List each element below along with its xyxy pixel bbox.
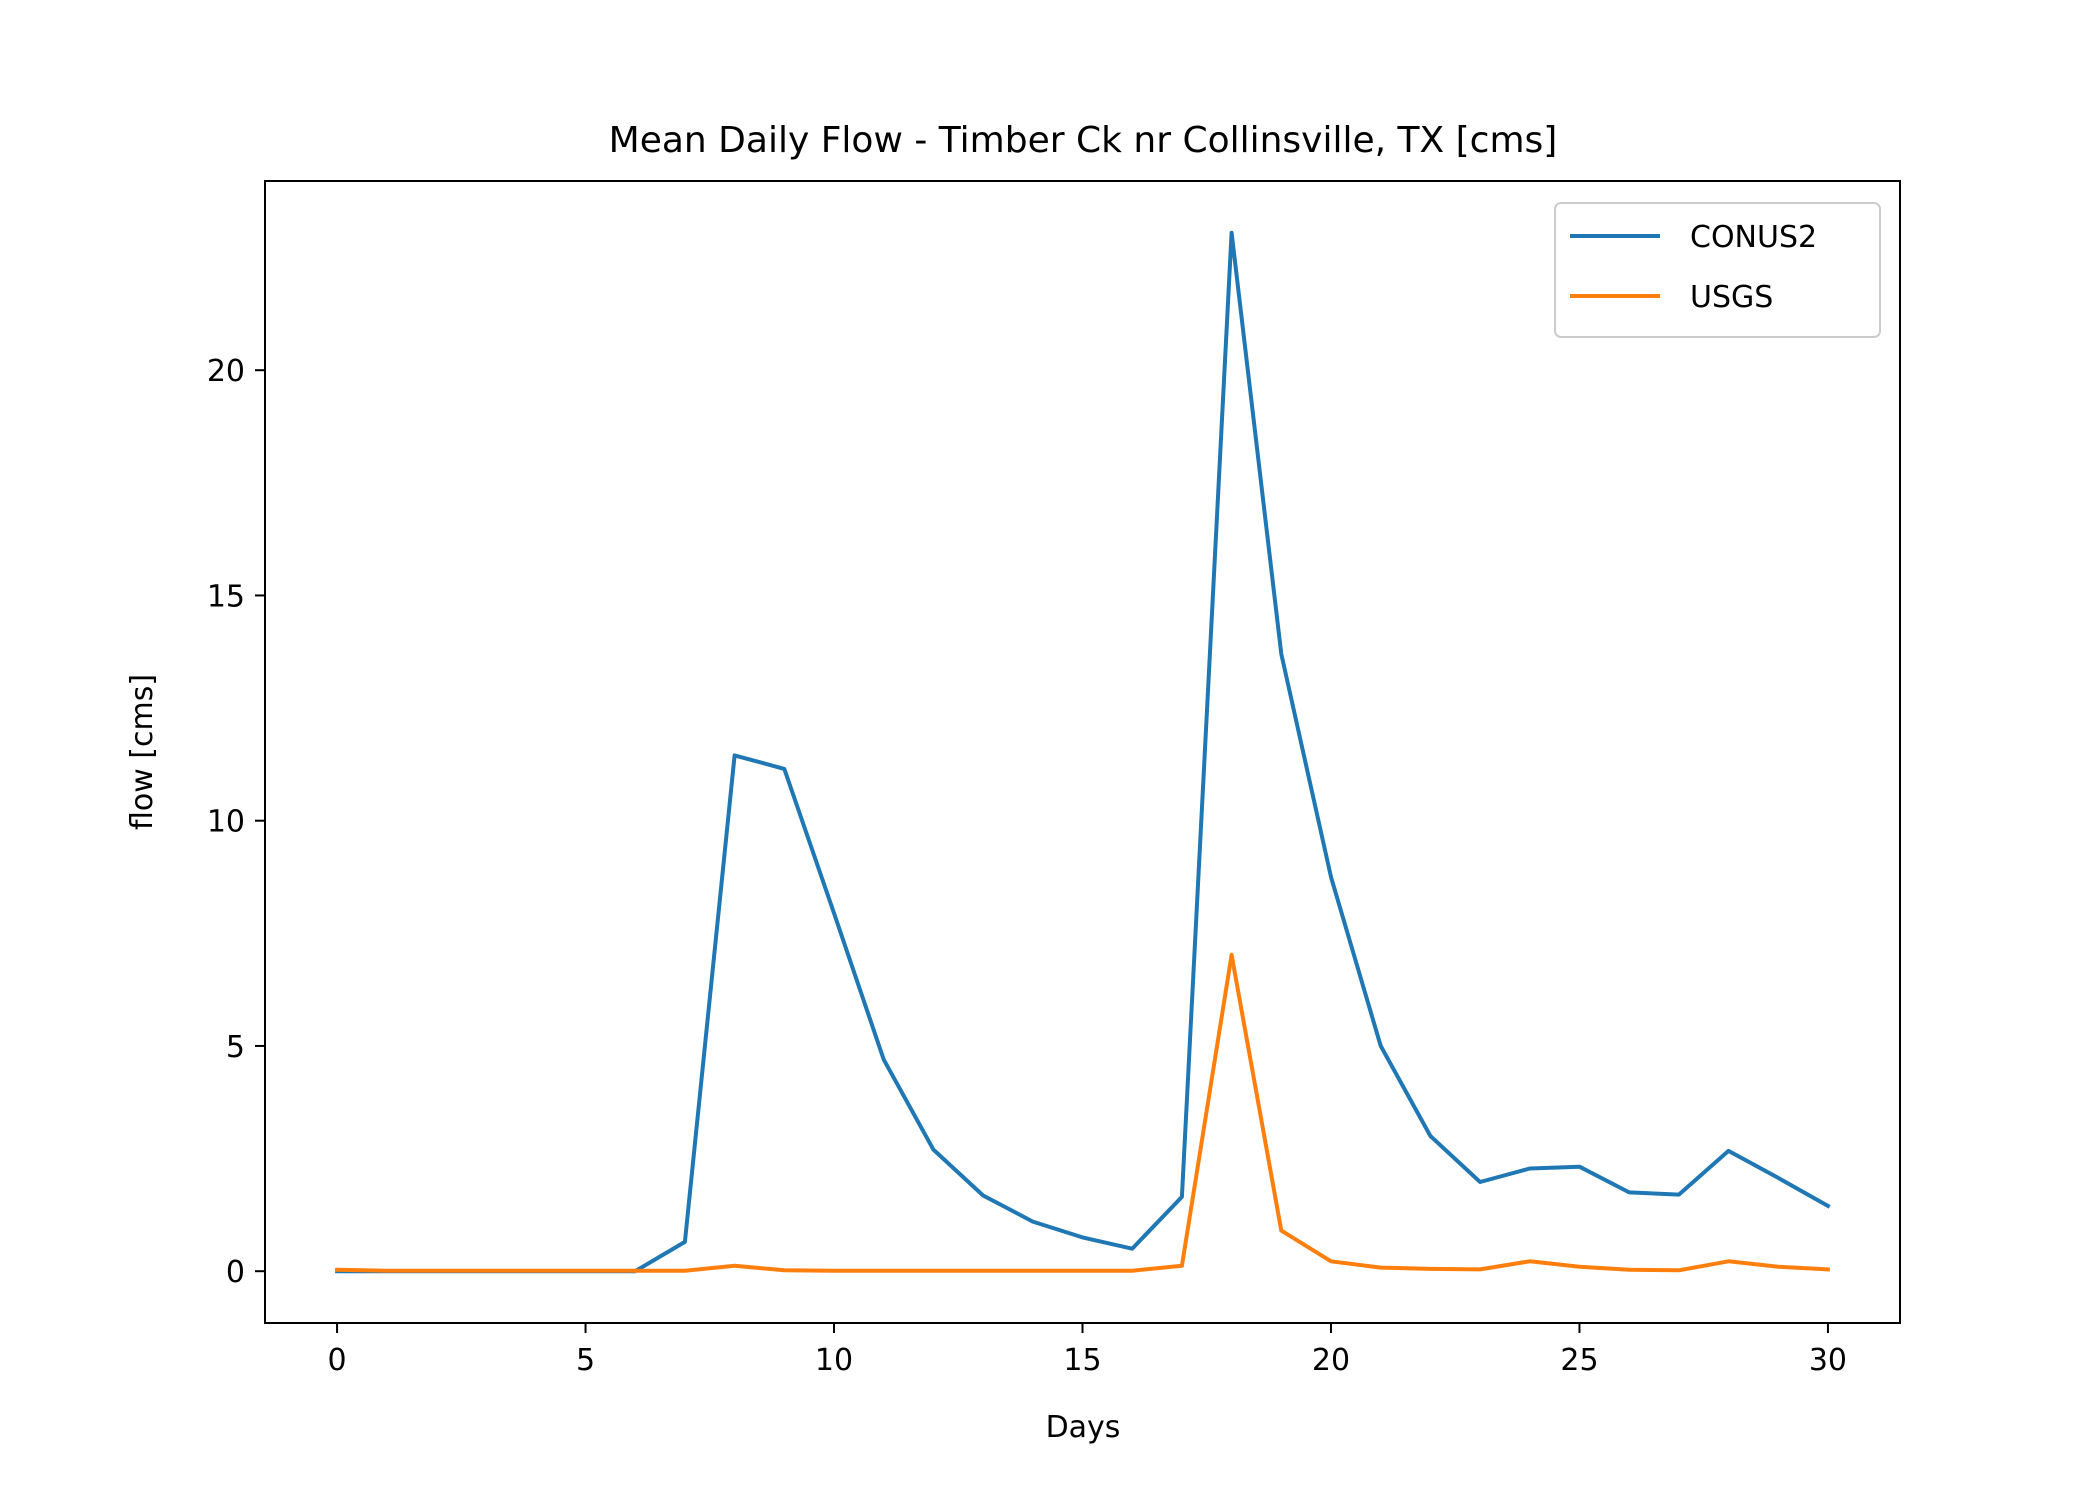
legend-label-conus2: CONUS2 [1690,220,1817,255]
series-layer [335,230,1831,1274]
chart-title: Mean Daily Flow - Timber Ck nr Collinsvi… [609,120,1558,161]
x-tick-label: 5 [576,1343,595,1378]
y-axis-label: flow [cms] [125,674,160,830]
y-tick-label: 20 [207,354,245,389]
x-tick-label: 30 [1809,1343,1847,1378]
series-line-usgs [335,952,1831,1273]
plot-area [264,180,1901,1324]
legend-label-usgs: USGS [1690,280,1773,315]
x-tick-label: 15 [1063,1343,1101,1378]
legend: CONUS2 USGS [1554,202,1881,338]
x-tick-label: 0 [328,1343,347,1378]
x-axis-label: Days [1046,1410,1121,1445]
y-tick-label: 5 [226,1030,245,1065]
y-tick-label: 15 [207,579,245,614]
y-tick-label: 0 [226,1255,245,1290]
x-axis: 0 5 10 15 20 25 30 [328,1323,1847,1378]
x-tick-label: 25 [1560,1343,1598,1378]
y-axis: 0 5 10 15 20 [207,354,265,1290]
plot-background [265,181,1900,1323]
x-tick-label: 20 [1312,1343,1350,1378]
y-tick-label: 10 [207,805,245,840]
x-tick-label: 10 [815,1343,853,1378]
